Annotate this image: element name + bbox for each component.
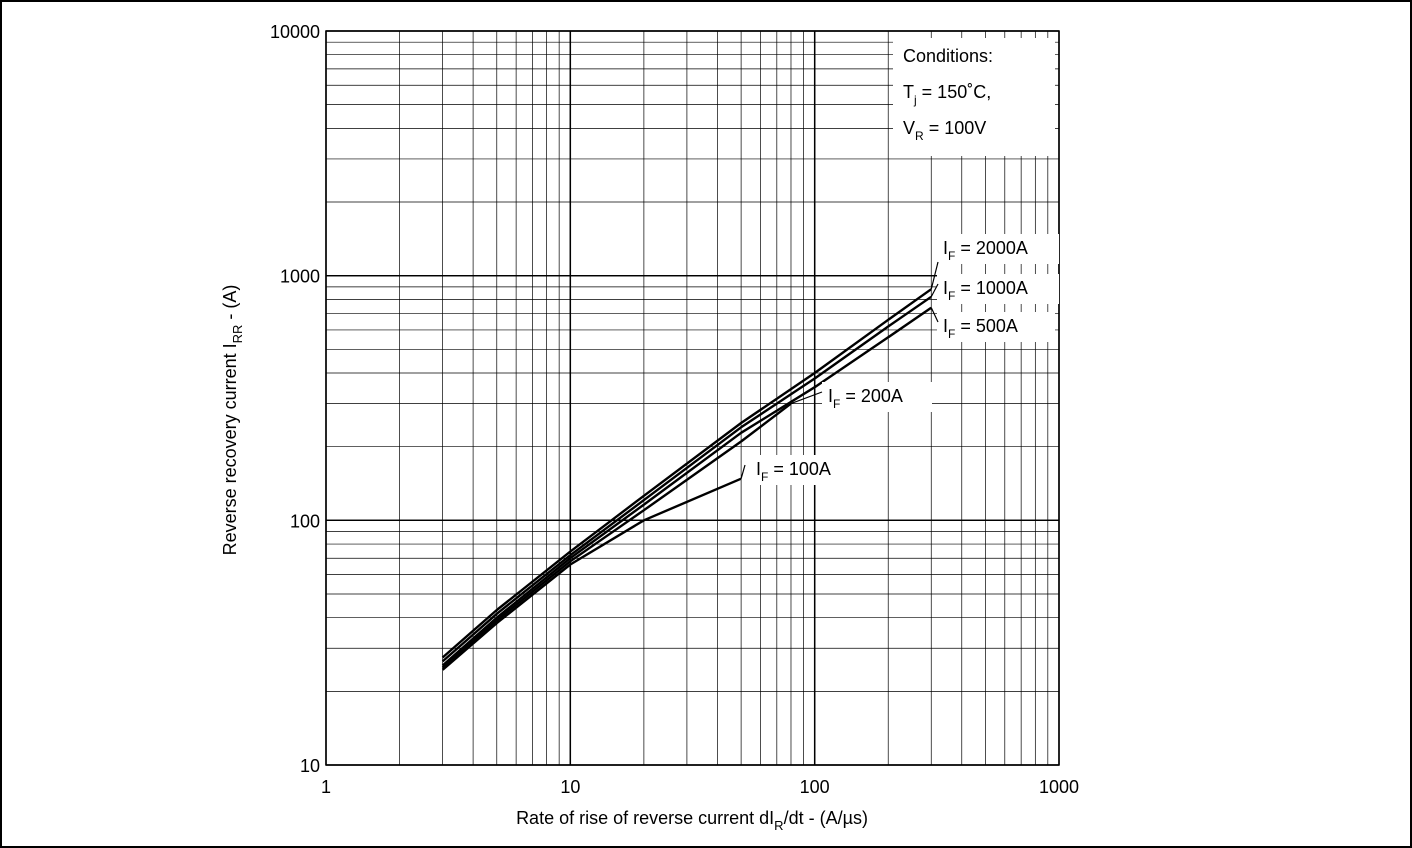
conditions-title: Conditions: bbox=[903, 46, 993, 66]
series-label-background bbox=[750, 455, 858, 485]
y-tick-label: 100 bbox=[290, 511, 320, 531]
x-axis-label: Rate of rise of reverse current dIR/dt -… bbox=[516, 808, 868, 833]
series-line-500a bbox=[441, 306, 932, 667]
series-label-leader bbox=[930, 261, 939, 290]
series-line-200a bbox=[441, 402, 792, 669]
y-tick-label: 10000 bbox=[270, 22, 320, 42]
x-tick-label: 100 bbox=[800, 777, 830, 797]
x-tick-labels: 1 10 100 1000 bbox=[321, 777, 1079, 797]
series-label-background bbox=[822, 382, 932, 412]
y-tick-label: 10 bbox=[300, 756, 320, 776]
conditions-voltage: VR = 100V bbox=[903, 118, 986, 143]
series-line-2000a bbox=[441, 288, 932, 659]
x-tick-label: 1000 bbox=[1039, 777, 1079, 797]
series-label-background bbox=[937, 312, 1055, 342]
series-label: IF = 200A bbox=[828, 386, 903, 411]
series-label-leader bbox=[740, 464, 746, 479]
y-tick-label: 1000 bbox=[280, 267, 320, 287]
annotations: IF = 100A IF = 200A IF = 500A IF = 1000A IF … bbox=[740, 234, 1059, 485]
series-label: IF = 2000A bbox=[943, 238, 1028, 263]
series-line-1000a bbox=[441, 295, 932, 663]
series-label: IF = 500A bbox=[943, 316, 1018, 341]
series-label-leader bbox=[930, 283, 939, 298]
series-label: IF = 1000A bbox=[943, 278, 1028, 303]
y-tick-labels: 10 100 1000 10000 bbox=[270, 22, 320, 776]
plot-area-border bbox=[325, 30, 1060, 766]
series-label-leader bbox=[930, 307, 939, 323]
series-label-background bbox=[937, 234, 1059, 264]
conditions-temperature: Tj = 150˚C, bbox=[903, 82, 991, 107]
series-label-leader bbox=[790, 391, 823, 405]
x-tick-label: 1 bbox=[321, 777, 331, 797]
series-label: IF = 100A bbox=[756, 459, 831, 484]
x-tick-label: 10 bbox=[560, 777, 580, 797]
conditions-box-background bbox=[893, 38, 1055, 156]
y-axis-label: Reverse recovery current IRR - (A) bbox=[220, 285, 245, 556]
series-line-100a bbox=[441, 477, 742, 671]
series-label-background bbox=[937, 274, 1059, 304]
series-lines bbox=[441, 288, 932, 671]
